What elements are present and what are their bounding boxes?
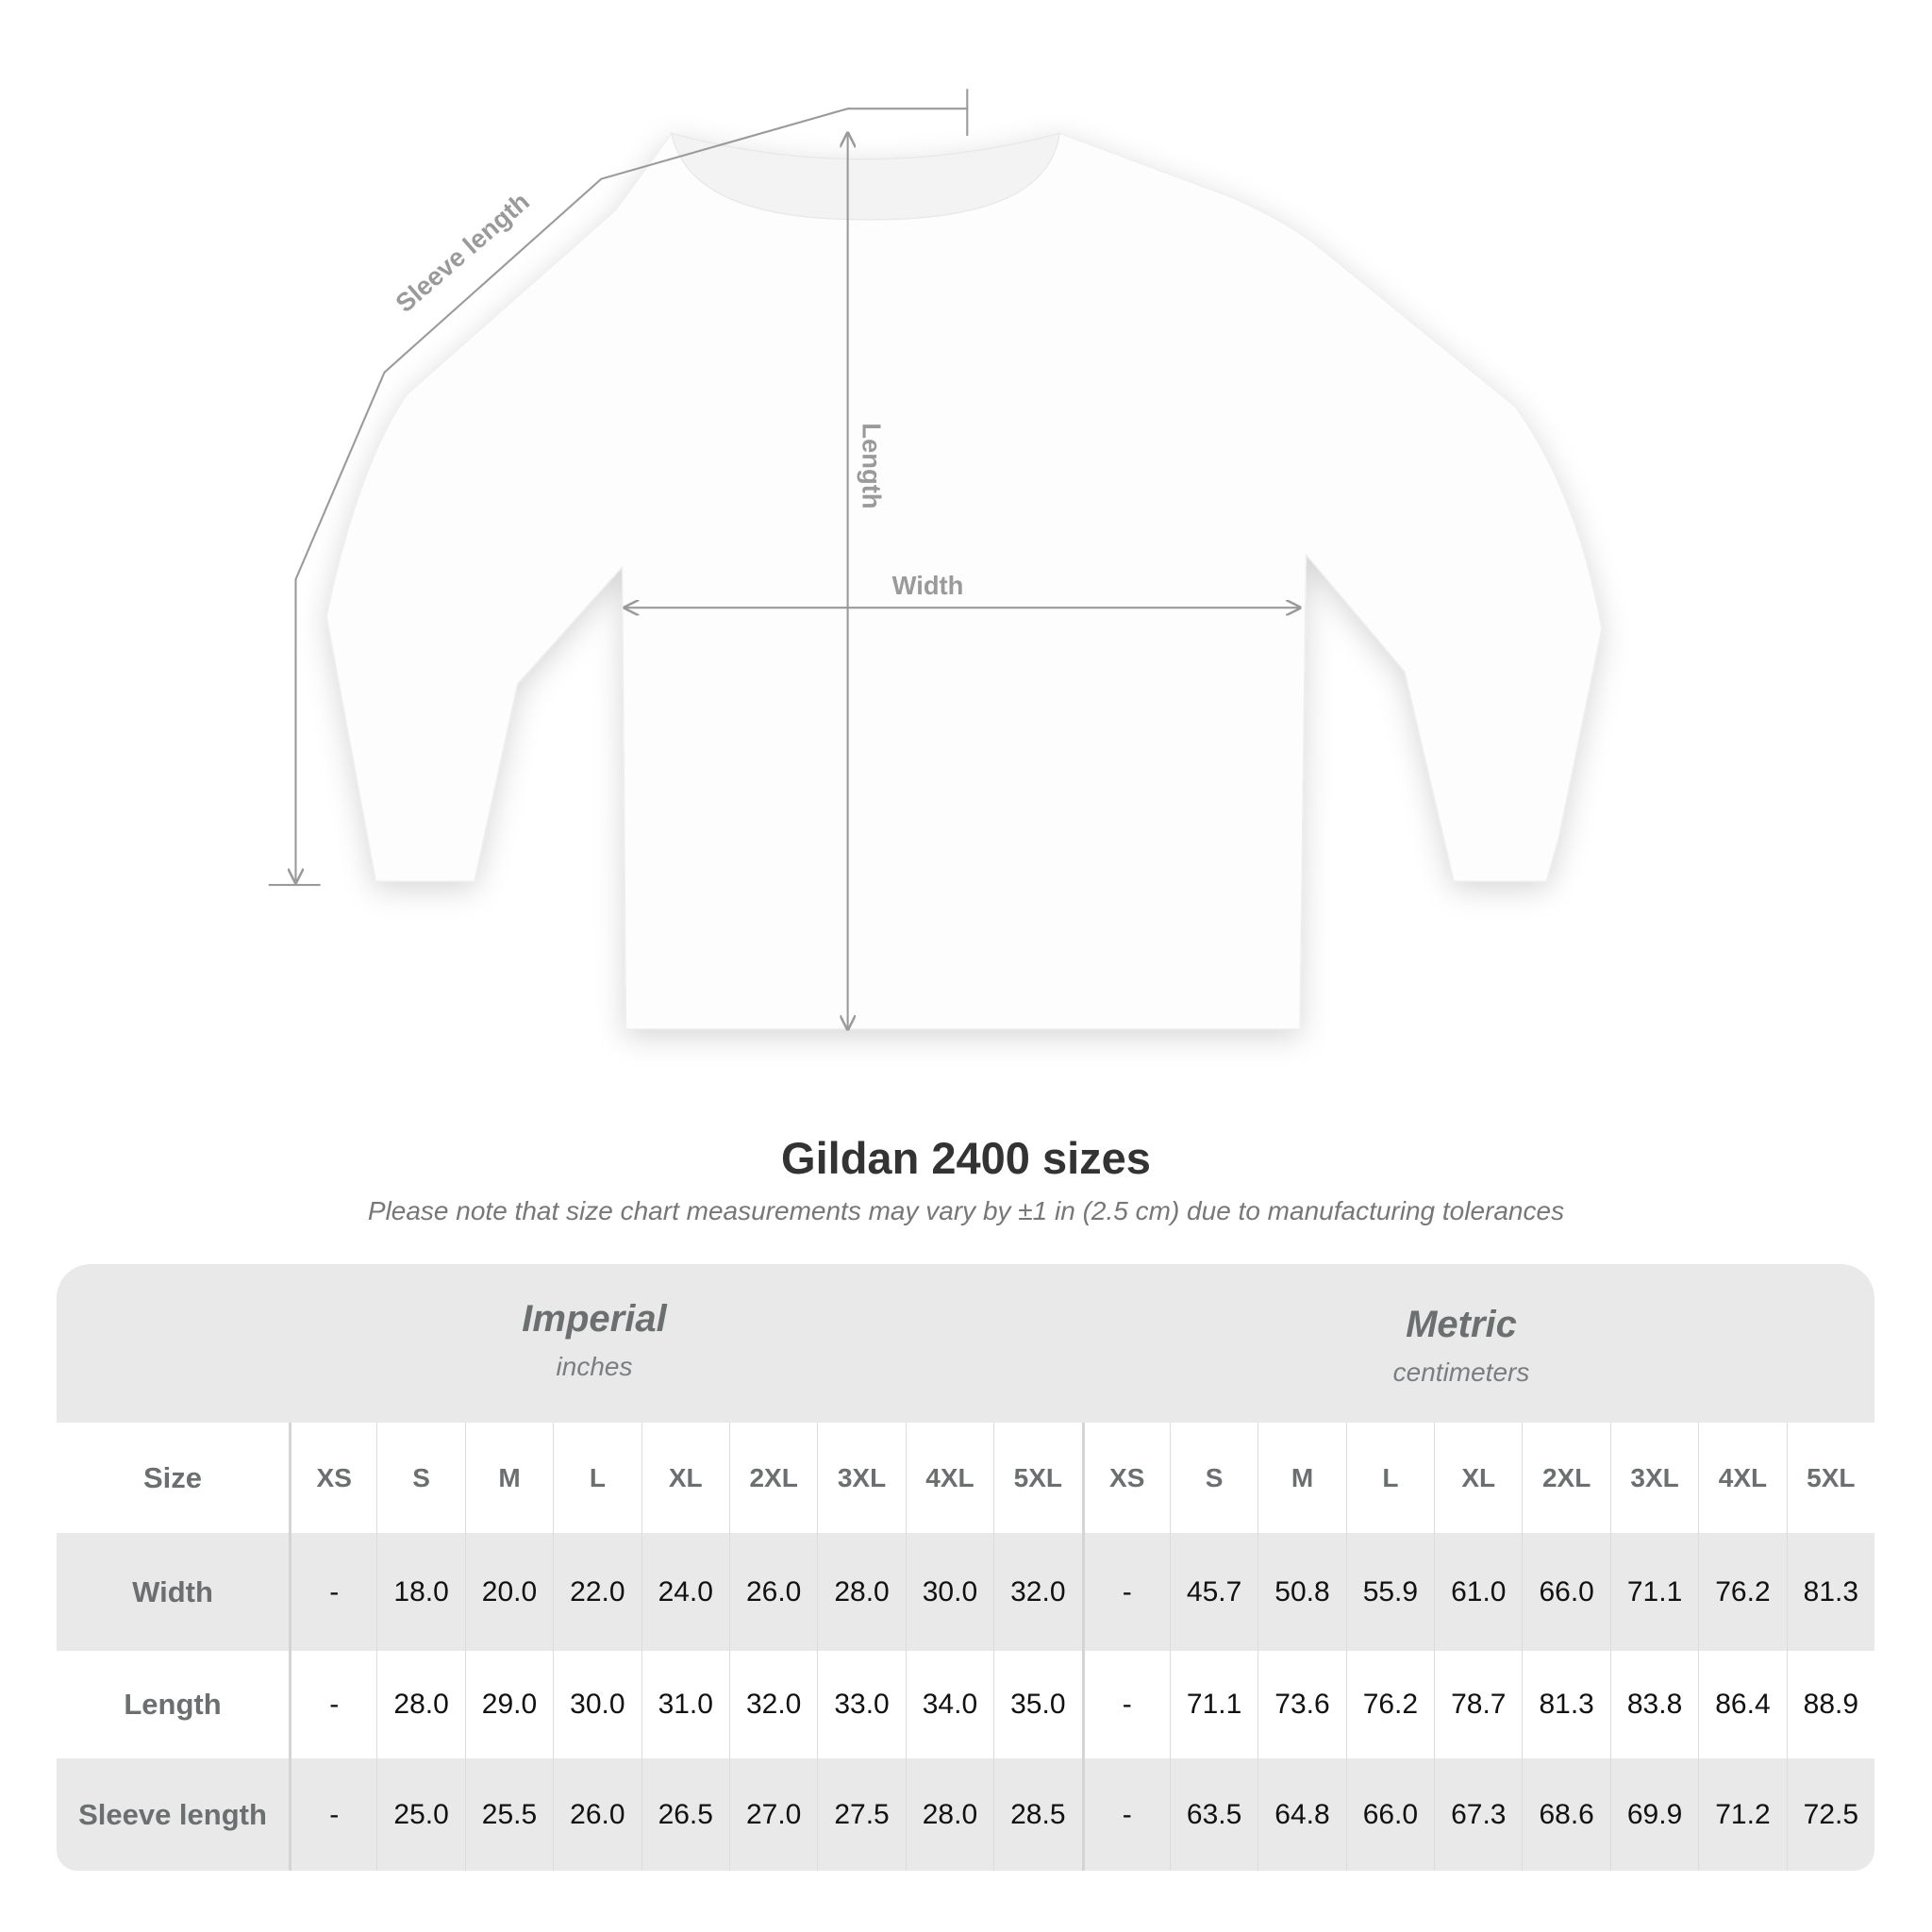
imperial-header: Imperial inches bbox=[311, 1298, 877, 1382]
tolerance-note: Please note that size chart measurements… bbox=[367, 1196, 1565, 1225]
value-cell: 67.3 bbox=[1434, 1758, 1522, 1871]
value-cell: 81.3 bbox=[1786, 1533, 1874, 1651]
size-header-cell: XL bbox=[641, 1423, 729, 1533]
value-cell: 64.8 bbox=[1257, 1758, 1345, 1871]
value-cell: 28.5 bbox=[993, 1758, 1081, 1871]
metric-title: Metric bbox=[1406, 1304, 1517, 1345]
value-cell: 71.1 bbox=[1169, 1651, 1257, 1758]
value-cell: 35.0 bbox=[993, 1651, 1081, 1758]
value-cell: 33.0 bbox=[817, 1651, 905, 1758]
value-cell: 68.6 bbox=[1522, 1758, 1609, 1871]
value-cell: 78.7 bbox=[1434, 1651, 1522, 1758]
value-cell: 24.0 bbox=[641, 1533, 729, 1651]
imperial-unit: inches bbox=[556, 1352, 633, 1381]
row-label: Sleeve length bbox=[78, 1797, 267, 1831]
size-header-cell: M bbox=[464, 1423, 553, 1533]
size-header-cell: XL bbox=[1434, 1423, 1522, 1533]
size-header-cell: 2XL bbox=[728, 1423, 817, 1533]
value-cell: - bbox=[289, 1758, 376, 1871]
size-header-cell: L bbox=[1345, 1423, 1434, 1533]
value-cell: 63.5 bbox=[1169, 1758, 1257, 1871]
value-cell: 34.0 bbox=[905, 1651, 993, 1758]
value-cell: 26.0 bbox=[728, 1533, 817, 1651]
value-cell: 29.0 bbox=[464, 1651, 553, 1758]
value-cell: 25.0 bbox=[376, 1758, 464, 1871]
row-label: Length bbox=[124, 1688, 222, 1721]
shirt-shape bbox=[325, 132, 1603, 1030]
value-cell: 71.2 bbox=[1698, 1758, 1786, 1871]
size-header-cell: 5XL bbox=[1786, 1423, 1874, 1533]
imperial-title: Imperial bbox=[522, 1298, 667, 1340]
size-header-cell: 2XL bbox=[1522, 1423, 1609, 1533]
value-cell: 20.0 bbox=[464, 1533, 553, 1651]
value-cell: 31.0 bbox=[641, 1651, 729, 1758]
size-header-cell: L bbox=[553, 1423, 641, 1533]
value-cell: 66.0 bbox=[1522, 1533, 1609, 1651]
table-row: Length -28.0 29.0 30.0 31.0 32.0 33.0 34.0 35.0-… bbox=[57, 1651, 1874, 1758]
value-cell: - bbox=[1081, 1533, 1170, 1651]
size-header-cell: XS bbox=[289, 1423, 376, 1533]
value-cell: 76.2 bbox=[1698, 1533, 1786, 1651]
value-cell: 28.0 bbox=[376, 1651, 464, 1758]
value-cell: 26.0 bbox=[553, 1758, 641, 1871]
size-row: Size XS S M L XL 2XL 3XL 4XL 5XL XS S M L XL 2XL 3XL 4XL 5… bbox=[57, 1423, 1874, 1533]
size-header-cell: M bbox=[1257, 1423, 1345, 1533]
value-cell: - bbox=[289, 1533, 376, 1651]
value-cell: 83.8 bbox=[1609, 1651, 1698, 1758]
value-cell: 61.0 bbox=[1434, 1533, 1522, 1651]
value-cell: 28.0 bbox=[817, 1533, 905, 1651]
value-cell: 45.7 bbox=[1169, 1533, 1257, 1651]
row-label: Size bbox=[142, 1460, 203, 1494]
size-header-cell: 4XL bbox=[905, 1423, 993, 1533]
collar bbox=[670, 132, 1061, 221]
size-header-cell: 4XL bbox=[1698, 1423, 1786, 1533]
value-cell: 86.4 bbox=[1698, 1651, 1786, 1758]
value-cell: 25.5 bbox=[464, 1758, 553, 1871]
value-cell: 71.1 bbox=[1609, 1533, 1698, 1651]
value-cell: - bbox=[1081, 1758, 1170, 1871]
metric-header: Metric centimeters bbox=[1178, 1304, 1744, 1388]
value-cell: 26.5 bbox=[641, 1758, 729, 1871]
value-cell: 66.0 bbox=[1345, 1758, 1434, 1871]
value-cell: 32.0 bbox=[728, 1651, 817, 1758]
table-row: Width -18.0 20.0 22.0 24.0 26.0 28.0 30.0 32.0-4… bbox=[57, 1533, 1874, 1651]
sleeve-length-label: Sleeve length bbox=[390, 187, 535, 318]
size-header-cell: S bbox=[1169, 1423, 1257, 1533]
value-cell: 50.8 bbox=[1257, 1533, 1345, 1651]
value-cell: 81.3 bbox=[1522, 1651, 1609, 1758]
value-cell: - bbox=[1081, 1651, 1170, 1758]
value-cell: 32.0 bbox=[993, 1533, 1081, 1651]
table-header: Imperial inches Metric centimeters bbox=[57, 1264, 1874, 1423]
value-cell: 73.6 bbox=[1257, 1651, 1345, 1758]
shirt-diagram: Sleeve length Length Width bbox=[268, 89, 1603, 1109]
value-cell: 28.0 bbox=[905, 1758, 993, 1871]
width-label: Width bbox=[892, 571, 964, 600]
value-cell: 22.0 bbox=[553, 1533, 641, 1651]
size-table: Imperial inches Metric centimeters Size X… bbox=[57, 1264, 1874, 1871]
value-cell: 76.2 bbox=[1345, 1651, 1434, 1758]
value-cell: 30.0 bbox=[905, 1533, 993, 1651]
size-header-cell: S bbox=[376, 1423, 464, 1533]
value-cell: 27.5 bbox=[817, 1758, 905, 1871]
value-cell: 88.9 bbox=[1786, 1651, 1874, 1758]
size-header-cell: 5XL bbox=[993, 1423, 1081, 1533]
size-header-cell: 3XL bbox=[1609, 1423, 1698, 1533]
value-cell: - bbox=[289, 1651, 376, 1758]
row-label: Width bbox=[132, 1574, 213, 1608]
value-cell: 30.0 bbox=[553, 1651, 641, 1758]
length-label: Length bbox=[857, 423, 886, 508]
size-header-cell: XS bbox=[1081, 1423, 1170, 1533]
page-title: Gildan 2400 sizes bbox=[781, 1133, 1151, 1183]
metric-unit: centimeters bbox=[1392, 1357, 1530, 1387]
sleeve-length-line bbox=[295, 108, 968, 882]
value-cell: 72.5 bbox=[1786, 1758, 1874, 1871]
table-row: Sleeve length -25.0 25.5 26.0 26.5 27.0 27.5 28… bbox=[57, 1758, 1874, 1871]
value-cell: 27.0 bbox=[728, 1758, 817, 1871]
size-header-cell: 3XL bbox=[817, 1423, 905, 1533]
value-cell: 55.9 bbox=[1345, 1533, 1434, 1651]
value-cell: 18.0 bbox=[376, 1533, 464, 1651]
value-cell: 69.9 bbox=[1609, 1758, 1698, 1871]
